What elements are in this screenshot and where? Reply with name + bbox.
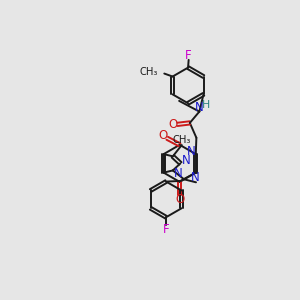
Text: CH₃: CH₃ — [140, 68, 158, 77]
Text: O: O — [168, 118, 177, 131]
Text: O: O — [175, 193, 184, 206]
Text: N: N — [191, 172, 200, 184]
Text: N: N — [195, 101, 204, 114]
Text: N: N — [174, 167, 182, 180]
Text: CH₃: CH₃ — [173, 135, 191, 145]
Text: N: N — [187, 145, 196, 158]
Text: N: N — [182, 154, 191, 167]
Text: F: F — [163, 223, 170, 236]
Text: O: O — [158, 129, 168, 142]
Text: F: F — [185, 49, 192, 62]
Text: H: H — [202, 100, 210, 110]
